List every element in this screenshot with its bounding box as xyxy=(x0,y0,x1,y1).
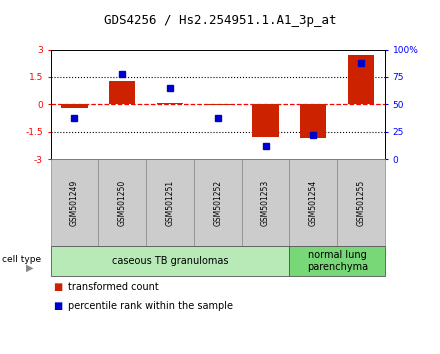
Text: GSM501250: GSM501250 xyxy=(118,179,127,226)
Text: percentile rank within the sample: percentile rank within the sample xyxy=(68,301,233,311)
Text: normal lung
parenchyma: normal lung parenchyma xyxy=(307,250,368,272)
Text: GSM501255: GSM501255 xyxy=(356,179,366,226)
Text: cell type: cell type xyxy=(2,255,41,264)
Text: GSM501249: GSM501249 xyxy=(70,179,79,226)
Bar xyxy=(205,104,231,105)
Text: GSM501253: GSM501253 xyxy=(261,179,270,226)
Text: ▶: ▶ xyxy=(26,262,34,273)
Bar xyxy=(253,104,279,137)
Text: ■: ■ xyxy=(53,301,62,311)
Bar xyxy=(61,104,88,108)
Bar xyxy=(300,104,326,138)
Bar xyxy=(109,81,136,104)
Text: GSM501252: GSM501252 xyxy=(213,179,222,226)
Bar xyxy=(348,55,374,104)
Text: caseous TB granulomas: caseous TB granulomas xyxy=(112,256,228,266)
Text: ■: ■ xyxy=(53,282,62,292)
Text: GSM501254: GSM501254 xyxy=(309,179,318,226)
Text: GSM501251: GSM501251 xyxy=(165,179,175,226)
Bar xyxy=(157,103,183,104)
Text: transformed count: transformed count xyxy=(68,282,159,292)
Text: GDS4256 / Hs2.254951.1.A1_3p_at: GDS4256 / Hs2.254951.1.A1_3p_at xyxy=(104,14,336,27)
